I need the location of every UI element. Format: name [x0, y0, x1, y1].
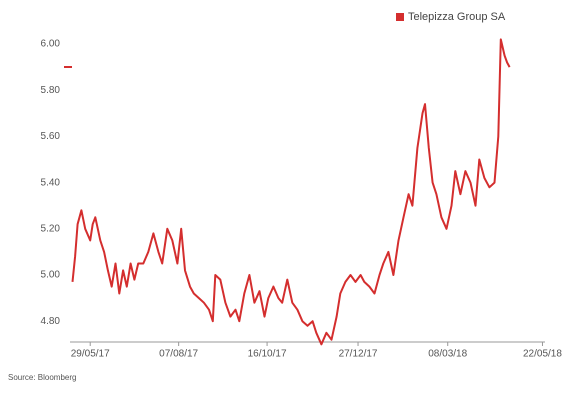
line: [71, 38, 511, 346]
source: Source: Bloomberg: [8, 373, 76, 382]
x-tick-label: 16/10/17: [248, 349, 287, 360]
legend-swatch: [396, 13, 404, 21]
y-tick-label: 5.40: [41, 177, 61, 188]
y-tick-label: 6.00: [41, 39, 61, 50]
y-tick-label: 5.00: [41, 270, 61, 281]
y-tick-label: 5.60: [41, 131, 61, 142]
x-tick-label: 07/08/17: [159, 349, 198, 360]
marker: [64, 66, 72, 68]
x-tick-label: 29/05/17: [71, 349, 110, 360]
y-tick-label: 5.20: [41, 223, 61, 234]
legend-label: Telepizza Group SA: [408, 11, 506, 23]
x-tick-label: 08/03/18: [428, 349, 467, 360]
y-tick-label: 4.80: [41, 316, 61, 327]
y-tick-label: 5.80: [41, 85, 61, 96]
x-tick-label: 27/12/17: [339, 349, 378, 360]
x-tick-label: 22/05/18: [523, 349, 562, 360]
